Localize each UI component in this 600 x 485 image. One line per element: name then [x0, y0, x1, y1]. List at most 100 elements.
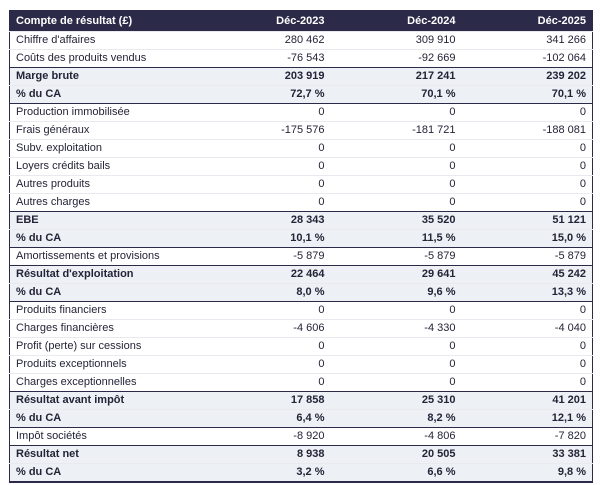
cell-value: 0: [461, 337, 593, 356]
cell-value: -76 543: [199, 49, 331, 68]
cell-value: 6,4 %: [199, 409, 331, 428]
cell-value: -4 606: [199, 319, 331, 338]
cell-value: 3,2 %: [199, 463, 331, 482]
cell-value: 8 938: [199, 445, 331, 464]
table-row: Production immobilisée 0 0 0: [9, 103, 593, 122]
cell-value: 0: [199, 337, 331, 356]
row-label: Autres charges: [9, 193, 200, 212]
cell-value: 9,8 %: [461, 463, 593, 482]
row-label: Amortissements et provisions: [9, 247, 200, 266]
cell-value: 203 919: [199, 67, 331, 86]
cell-value: 10,1 %: [199, 229, 331, 248]
table-row: Charges financières -4 606 -4 330 -4 040: [9, 319, 593, 338]
row-label: % du CA: [9, 283, 200, 302]
cell-value: -4 330: [330, 319, 462, 338]
cell-value: 28 343: [199, 211, 331, 230]
row-label: Charges exceptionnelles: [9, 373, 200, 392]
table-row: Autres charges 0 0 0: [9, 193, 593, 212]
cell-value: 280 462: [199, 31, 331, 50]
cell-value: 0: [199, 157, 331, 176]
cell-value: -92 669: [330, 49, 462, 68]
cell-value: 0: [461, 193, 593, 212]
table-row: Résultat net 8 938 20 505 33 381: [9, 445, 593, 464]
cell-value: -4 806: [330, 427, 462, 446]
row-label: Production immobilisée: [9, 103, 200, 122]
cell-value: 41 201: [461, 391, 593, 410]
column-header-year-2: Déc-2024: [330, 10, 462, 32]
cell-value: 0: [199, 373, 331, 392]
cell-value: 35 520: [330, 211, 462, 230]
cell-value: 9,6 %: [330, 283, 462, 302]
cell-value: -7 820: [461, 427, 593, 446]
cell-value: 12,1 %: [461, 409, 593, 428]
cell-value: 0: [199, 103, 331, 122]
cell-value: 72,7 %: [199, 85, 331, 104]
row-label: EBE: [9, 211, 200, 230]
row-label: Coûts des produits vendus: [9, 49, 200, 68]
table-header-row: Compte de résultat (£) Déc-2023 Déc-2024…: [9, 10, 593, 32]
row-label: Produits exceptionnels: [9, 355, 200, 374]
table-row: Chiffre d'affaires 280 462 309 910 341 266: [9, 31, 593, 50]
table-row: EBE 28 343 35 520 51 121: [9, 211, 593, 230]
income-statement-table: Compte de résultat (£) Déc-2023 Déc-2024…: [9, 10, 593, 483]
row-label: Résultat avant impôt: [9, 391, 200, 410]
table-row: Amortissements et provisions -5 879 -5 879…: [9, 247, 593, 266]
cell-value: 25 310: [330, 391, 462, 410]
cell-value: 0: [199, 139, 331, 158]
cell-value: 15,0 %: [461, 229, 593, 248]
cell-value: 0: [330, 301, 462, 320]
table-row: Résultat d'exploitation 22 464 29 641 45 24…: [9, 265, 593, 284]
row-label: Frais généraux: [9, 121, 200, 140]
row-label: % du CA: [9, 229, 200, 248]
table-row: Subv. exploitation 0 0 0: [9, 139, 593, 158]
table-row: Produits exceptionnels 0 0 0: [9, 355, 593, 374]
table-row: Autres produits 0 0 0: [9, 175, 593, 194]
cell-value: 8,2 %: [330, 409, 462, 428]
table-row: % du CA 6,4 % 8,2 % 12,1 %: [9, 409, 593, 428]
row-label: Profit (perte) sur cessions: [9, 337, 200, 356]
cell-value: 0: [461, 355, 593, 374]
cell-value: -188 081: [461, 121, 593, 140]
row-label: Résultat net: [9, 445, 200, 464]
cell-value: 11,5 %: [330, 229, 462, 248]
cell-value: -5 879: [330, 247, 462, 266]
cell-value: 0: [199, 175, 331, 194]
cell-value: 0: [461, 139, 593, 158]
row-label: Chiffre d'affaires: [9, 31, 200, 50]
cell-value: -175 576: [199, 121, 331, 140]
table-row: % du CA 8,0 % 9,6 % 13,3 %: [9, 283, 593, 302]
row-label: Charges financières: [9, 319, 200, 338]
cell-value: 0: [461, 175, 593, 194]
cell-value: -5 879: [199, 247, 331, 266]
cell-value: 70,1 %: [461, 85, 593, 104]
table-row: Profit (perte) sur cessions 0 0 0: [9, 337, 593, 356]
cell-value: 17 858: [199, 391, 331, 410]
cell-value: 13,3 %: [461, 283, 593, 302]
cell-value: 0: [330, 373, 462, 392]
table-row: Marge brute 203 919 217 241 239 202: [9, 67, 593, 86]
cell-value: 0: [461, 301, 593, 320]
cell-value: 0: [330, 175, 462, 194]
cell-value: 239 202: [461, 67, 593, 86]
table-row: Produits financiers 0 0 0: [9, 301, 593, 320]
table-row: % du CA 3,2 % 6,6 % 9,8 %: [9, 463, 593, 482]
cell-value: -4 040: [461, 319, 593, 338]
table-title: Compte de résultat (£): [9, 10, 200, 32]
cell-value: 29 641: [330, 265, 462, 284]
table-row: Impôt sociétés -8 920 -4 806 -7 820: [9, 427, 593, 446]
cell-value: -102 064: [461, 49, 593, 68]
cell-value: 51 121: [461, 211, 593, 230]
cell-value: 0: [330, 193, 462, 212]
cell-value: 8,0 %: [199, 283, 331, 302]
row-label: % du CA: [9, 409, 200, 428]
cell-value: 22 464: [199, 265, 331, 284]
row-label: Loyers crédits bails: [9, 157, 200, 176]
cell-value: 341 266: [461, 31, 593, 50]
cell-value: 20 505: [330, 445, 462, 464]
table-row: Frais généraux -175 576 -181 721 -188 081: [9, 121, 593, 140]
cell-value: 45 242: [461, 265, 593, 284]
column-header-year-3: Déc-2025: [461, 10, 593, 32]
table-row: Résultat avant impôt 17 858 25 310 41 201: [9, 391, 593, 410]
cell-value: 0: [461, 157, 593, 176]
cell-value: 0: [199, 355, 331, 374]
